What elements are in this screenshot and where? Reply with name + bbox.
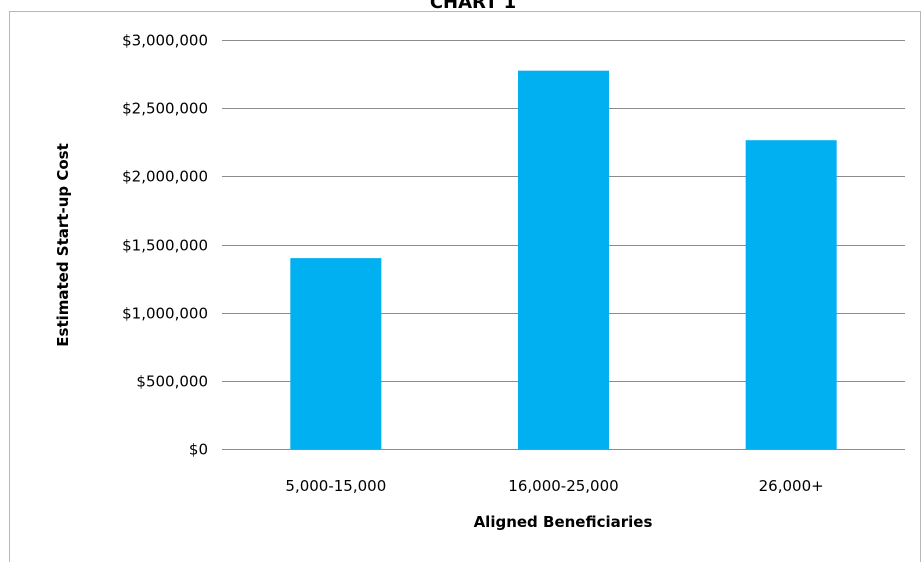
y-tick-label: $1,000,000 (122, 305, 208, 323)
y-tick-label: $2,500,000 (122, 100, 208, 118)
y-axis-tick-labels: $0 $500,000 $1,000,000 $1,500,000 $2,000,000… (122, 32, 208, 459)
x-tick-label: 16,000-25,000 (508, 477, 618, 495)
bar (518, 70, 609, 450)
y-tick-label: $0 (189, 441, 208, 459)
y-tick-label: $500,000 (136, 373, 208, 391)
y-tick-label: $1,500,000 (122, 237, 208, 255)
x-axis-title: Aligned Beneficiaries (474, 513, 653, 531)
bar (745, 140, 837, 449)
y-tick-label: $2,000,000 (122, 168, 208, 186)
x-tick-label: 26,000+ (759, 477, 824, 495)
x-tick-label: 5,000-15,000 (285, 477, 386, 495)
y-axis-title: Estimated Start-up Cost (54, 143, 72, 346)
bar (290, 258, 382, 449)
y-tick-label: $3,000,000 (122, 32, 208, 50)
chart-title: CHART 1 (430, 0, 516, 13)
bars (290, 70, 837, 450)
x-axis-tick-labels: 5,000-15,000 16,000-25,000 26,000+ (285, 477, 823, 495)
